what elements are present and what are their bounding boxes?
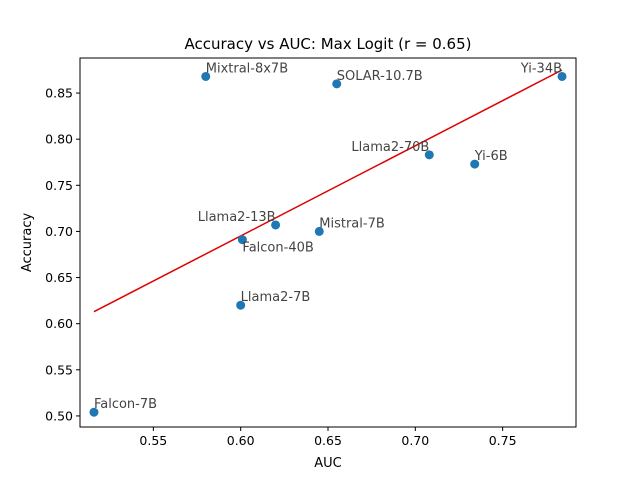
data-point [470, 159, 480, 169]
point-label: Falcon-40B [242, 241, 313, 256]
y-tick-label: 0.85 [45, 86, 73, 101]
point-label: Llama2-13B [198, 210, 276, 225]
x-tick-label: 0.60 [227, 433, 255, 448]
data-point [237, 235, 247, 245]
plot-area: Falcon-7B Mixtral-8x7B SOLAR-10.7B Llama2-7… [89, 61, 567, 417]
x-axis: 0.55 0.60 0.65 0.70 0.75 [139, 427, 517, 448]
point-label: Yi-6B [474, 149, 508, 164]
x-tick-label: 0.75 [489, 433, 517, 448]
plot-frame [79, 57, 577, 428]
chart-title: Accuracy vs AUC: Max Logit (r = 0.65) [184, 35, 471, 53]
data-point [89, 407, 99, 417]
x-tick-label: 0.65 [314, 433, 342, 448]
data-point [332, 79, 342, 89]
y-tick-label: 0.55 [45, 362, 73, 377]
regression-line [93, 69, 563, 313]
x-tick-label: 0.55 [139, 433, 167, 448]
y-tick-label: 0.75 [45, 178, 73, 193]
y-axis-label: Accuracy [20, 213, 35, 273]
point-label: Mistral-7B [319, 216, 385, 231]
point-label: Yi-34B [520, 61, 562, 76]
data-point [236, 300, 246, 310]
data-point [557, 71, 567, 81]
point-label: Llama2-70B [351, 140, 429, 155]
y-axis: 0.50 0.55 0.60 0.65 0.70 0.75 0.80 0.85 [45, 86, 80, 423]
data-point [314, 226, 324, 236]
data-point [201, 71, 211, 81]
point-label: SOLAR-10.7B [337, 69, 423, 84]
data-point [424, 150, 434, 160]
point-label: Mixtral-8x7B [206, 61, 288, 76]
y-tick-label: 0.70 [45, 224, 73, 239]
y-tick-label: 0.80 [45, 132, 73, 147]
y-tick-label: 0.60 [45, 316, 73, 331]
point-label: Falcon-7B [94, 397, 157, 412]
x-axis-label: AUC [314, 456, 342, 471]
y-tick-label: 0.65 [45, 270, 73, 285]
point-label: Llama2-7B [241, 290, 311, 305]
y-tick-label: 0.50 [45, 408, 73, 423]
x-tick-label: 0.70 [401, 433, 429, 448]
data-point [271, 220, 281, 230]
